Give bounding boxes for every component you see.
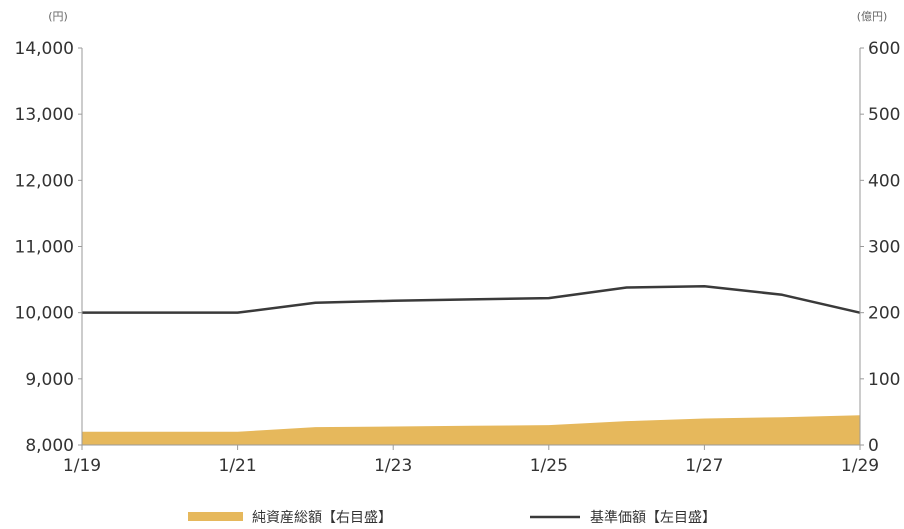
x-tick-label: 1/19	[63, 456, 101, 476]
x-tick-label: 1/27	[685, 456, 723, 476]
right-tick-label: 600	[868, 39, 900, 59]
right-tick-label: 500	[868, 105, 900, 125]
left-tick-label: 11,000	[15, 238, 74, 258]
right-tick-label: 0	[868, 436, 879, 456]
legend-line-label: 基準価額【左目盛】	[590, 509, 716, 525]
legend-area-label: 純資産総額【右目盛】	[252, 510, 392, 525]
left-tick-label: 12,000	[15, 171, 74, 191]
line-series-layer	[82, 284, 861, 314]
left-tick-label: 13,000	[15, 105, 74, 125]
left-tick-label: 14,000	[15, 39, 74, 59]
axes-layer: (円) (億円)	[48, 10, 888, 446]
right-tick-label: 100	[868, 370, 900, 390]
legend: 純資産総額【右目盛】 基準価額【左目盛】	[188, 509, 716, 526]
net-assets-area	[82, 415, 860, 445]
left-tick-label: 10,000	[15, 304, 74, 324]
legend-area-swatch	[188, 512, 243, 521]
x-tick-label: 1/21	[219, 456, 257, 476]
x-tick-label: 1/25	[530, 456, 568, 476]
x-tick-label: 1/23	[374, 456, 412, 476]
left-axis-unit-label: (円)	[48, 10, 68, 23]
area-series-layer	[82, 415, 860, 445]
left-tick-label: 8,000	[25, 436, 74, 456]
x-tick-label: 1/29	[841, 456, 879, 476]
nav-price-line	[82, 284, 861, 314]
right-axis-unit-label: (億円)	[857, 10, 888, 23]
tick-labels-layer: 8,000 9,000 10,000 11,000 12,000 13,000 14,000…	[15, 39, 901, 476]
right-tick-label: 400	[868, 171, 900, 191]
left-tick-label: 9,000	[25, 370, 74, 390]
right-tick-label: 200	[868, 304, 900, 324]
right-tick-label: 300	[868, 238, 900, 258]
